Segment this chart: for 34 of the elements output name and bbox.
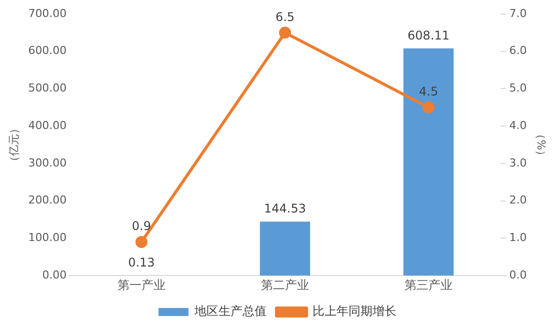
y2-tick-label: 1.0 — [509, 231, 527, 244]
point — [135, 236, 148, 248]
y-axis-title: （亿元） — [7, 122, 20, 167]
y2-tick-label: 3.0 — [509, 156, 527, 170]
x-tick-label: 第二产业 — [261, 278, 309, 292]
data-label: 4.5 — [418, 84, 438, 99]
y-tick-label: 400.00 — [28, 118, 67, 132]
y2-tick-label: 5.0 — [509, 82, 527, 95]
bar — [260, 222, 310, 276]
y2-tick-label: 6.0 — [509, 44, 527, 58]
point — [422, 101, 435, 114]
data-label: 0.13 — [128, 256, 155, 270]
point — [279, 26, 291, 39]
data-label: 144.53 — [264, 202, 306, 216]
y2-tick-label: 2.0 — [509, 194, 527, 207]
y-tick-label: 100.00 — [28, 231, 67, 244]
data-label: 0.9 — [132, 219, 152, 234]
y-tick-label: 0.00 — [42, 268, 67, 282]
y-tick-label: 200.00 — [28, 194, 67, 207]
y-tick-label: 700.00 — [28, 6, 67, 20]
data-label: 6.5 — [275, 10, 295, 24]
y-tick-label: 600.00 — [28, 44, 67, 58]
y-tick-label: 300.00 — [28, 156, 67, 170]
y2-axis-title: （%） — [534, 128, 548, 162]
y2-tick-label: 4.0 — [509, 118, 527, 132]
y-tick-label: 500.00 — [28, 82, 67, 95]
legend-label: 地区生产总值 — [194, 304, 266, 318]
x-tick-label: 第一产业 — [117, 278, 166, 292]
legend-label: 比上年同期增长 — [312, 304, 396, 318]
x-tick-label: 第三产业 — [404, 278, 453, 292]
data-label: 608.11 — [408, 28, 450, 42]
y2-tick-label: 0.0 — [509, 268, 527, 282]
y2-tick-label: 7.0 — [509, 6, 527, 20]
bar — [403, 48, 454, 276]
